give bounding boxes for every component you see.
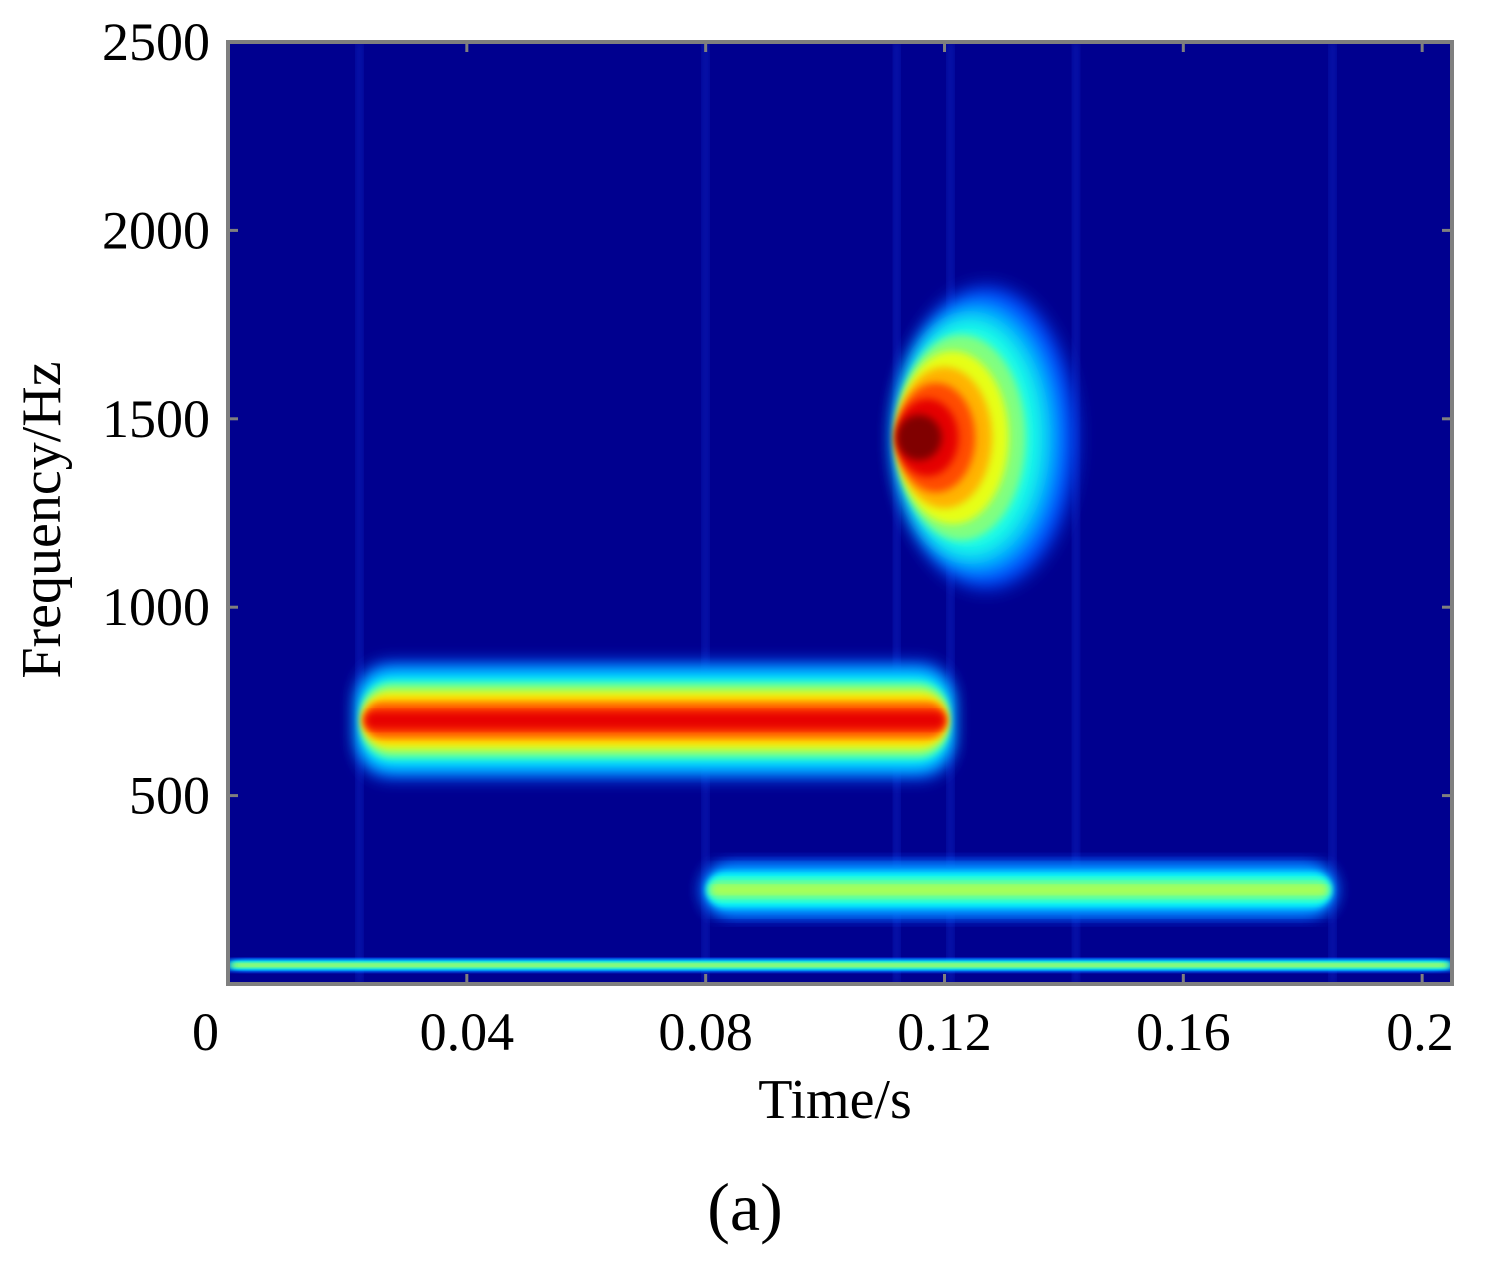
transient-streak: [1072, 42, 1079, 984]
x-tick-label: 0: [192, 1002, 219, 1062]
transient-streak: [1329, 42, 1336, 984]
transient-streak: [893, 42, 900, 984]
plot-area: [228, 42, 1452, 984]
y-axis-label: Frequency/Hz: [11, 361, 73, 678]
transient-streak: [356, 42, 363, 984]
energy-layer: [711, 885, 1327, 894]
x-tick-label: 0.2: [1386, 1002, 1454, 1062]
x-tick-label: 0.04: [420, 1002, 515, 1062]
energy-layer: [896, 415, 942, 461]
x-tick-label: 0.12: [897, 1002, 992, 1062]
x-axis: 0 0.04 0.08 0.12 0.16 0.2: [192, 42, 1454, 1062]
panel-label: (a): [707, 1169, 782, 1245]
y-tick-label: 2000: [102, 200, 210, 260]
energy-band: [359, 663, 951, 777]
plot-frame: [226, 40, 1454, 986]
energy-band: [896, 286, 1076, 589]
y-tick-label: 1500: [102, 389, 210, 449]
heatmap-background: [228, 42, 1452, 984]
energy-band: [228, 959, 1452, 971]
x-tick-label: 0.16: [1136, 1002, 1231, 1062]
energy-layer: [234, 964, 1446, 967]
energy-band: [705, 863, 1333, 917]
transient-streak: [702, 42, 709, 984]
energy-layer: [365, 711, 945, 729]
y-axis: 500 1000 1500 2000 2500: [102, 12, 1452, 826]
x-tick-label: 0.08: [658, 1002, 753, 1062]
y-tick-label: 500: [129, 766, 210, 826]
y-tick-label: 1000: [102, 577, 210, 637]
x-axis-label: Time/s: [758, 1069, 912, 1131]
y-tick-label: 2500: [102, 12, 210, 72]
